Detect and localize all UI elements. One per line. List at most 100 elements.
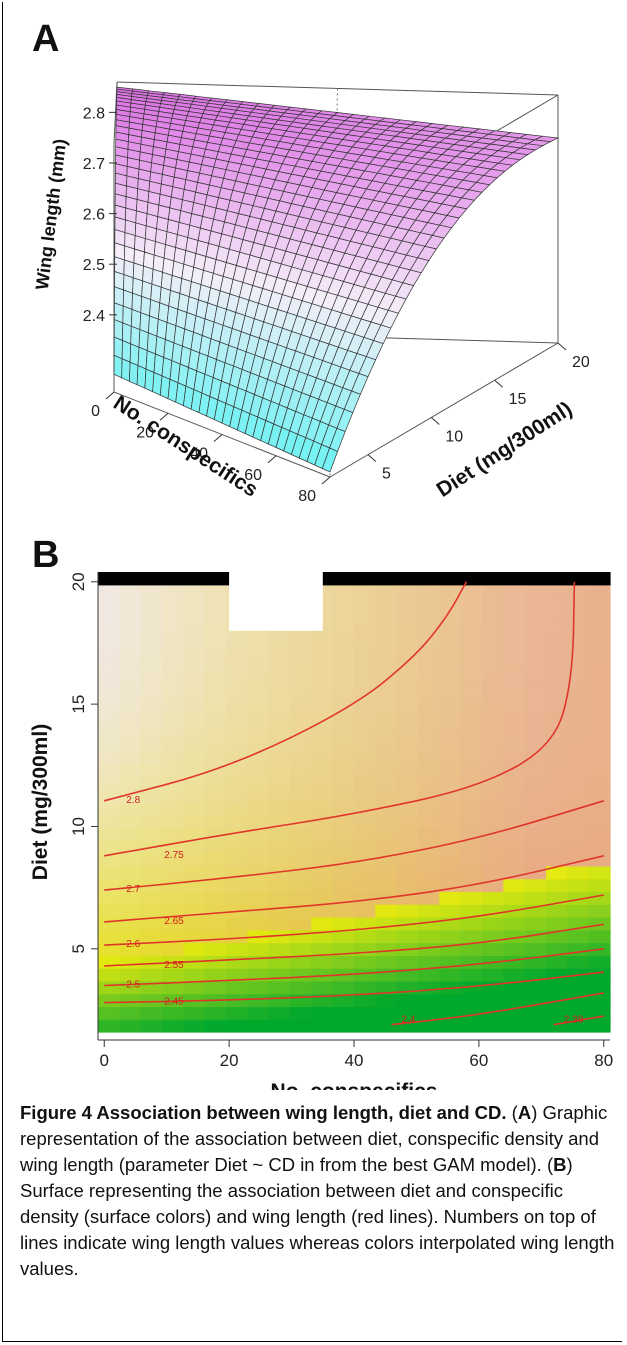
surface-mesh (113, 86, 560, 473)
field-cell (375, 865, 398, 880)
field-cell (503, 635, 526, 650)
field-cell (503, 853, 526, 867)
field-cell (119, 687, 142, 701)
x-tick-label: 0 (100, 1051, 109, 1070)
field-cell (418, 687, 440, 701)
field-cell (482, 750, 504, 765)
field-cell (162, 712, 184, 726)
field-cell (332, 687, 355, 701)
field-cell (439, 635, 462, 650)
field-cell (418, 865, 440, 880)
field-cell (290, 853, 312, 867)
field-cell (524, 802, 547, 816)
field-cell (311, 674, 334, 688)
field-cell (247, 980, 270, 995)
field-cell (290, 802, 312, 816)
field-cell (396, 725, 419, 739)
field-cell (268, 942, 291, 956)
field-cell (204, 865, 227, 880)
figure-caption: Figure 4 Association between wing length… (20, 1100, 616, 1282)
field-cell (204, 814, 227, 829)
field-cell (268, 904, 291, 918)
contour-label: 2.6 (126, 939, 140, 950)
field-cell (98, 763, 120, 778)
field-cell (311, 1006, 334, 1020)
field-cell (460, 623, 483, 637)
field-cell (418, 993, 440, 1008)
field-cell (460, 955, 483, 969)
field-cell (226, 1019, 248, 1033)
field-cell (268, 699, 291, 714)
field-cell (162, 853, 184, 867)
field-cell (332, 623, 355, 637)
field-cell (204, 789, 227, 803)
field-cell (162, 993, 184, 1008)
field-cell (503, 738, 526, 752)
field-cell (226, 725, 248, 739)
field-cell (354, 929, 376, 944)
field-cell (588, 674, 611, 688)
field-cell (311, 738, 334, 752)
field-cell (375, 917, 398, 931)
x-tick-label: 40 (345, 1051, 364, 1070)
field-cell (354, 776, 376, 790)
field-cell (524, 648, 547, 663)
field-cell (332, 674, 355, 688)
field-cell (332, 904, 355, 918)
field-cell (546, 623, 568, 637)
field-cell (140, 597, 163, 611)
field-cell (396, 917, 419, 931)
field-cell (396, 763, 419, 778)
field-cell (460, 572, 483, 586)
field-cell (460, 904, 483, 918)
field-cell (396, 955, 419, 969)
y-tick-label: 10 (69, 817, 88, 836)
field-cell (482, 980, 504, 995)
field-cell (162, 789, 184, 803)
field-cell (567, 776, 590, 790)
field-cell (332, 597, 355, 611)
field-cell (290, 980, 312, 995)
field-cell (546, 840, 568, 854)
field-cell (354, 584, 376, 599)
field-cell (418, 738, 440, 752)
field-cell (119, 648, 142, 663)
field-cell (290, 789, 312, 803)
field-cell (503, 648, 526, 663)
field-cell (396, 776, 419, 790)
field-cell (375, 968, 398, 982)
field-cell (204, 635, 227, 650)
field-cell (183, 750, 206, 765)
field-cell (546, 802, 568, 816)
field-cell (524, 699, 547, 714)
field-cell (354, 865, 376, 880)
field-cell (140, 584, 163, 599)
field-cell (140, 1019, 163, 1033)
field-cell (226, 661, 248, 675)
field-cell (588, 917, 611, 931)
field-cell (524, 789, 547, 803)
field-cell (226, 738, 248, 752)
field-cell (140, 738, 163, 752)
field-cell (460, 610, 483, 624)
field-cell (140, 674, 163, 688)
field-cell (119, 942, 142, 956)
field-cell (546, 980, 568, 995)
field-cell (439, 763, 462, 778)
field-cell (524, 929, 547, 944)
field-cell (460, 597, 483, 611)
field-cell (418, 968, 440, 982)
field-cell (588, 738, 611, 752)
caption-ref-b: B (553, 1154, 567, 1175)
field-cell (183, 814, 206, 829)
x-tick-mark (267, 455, 277, 464)
field-cell (460, 929, 483, 944)
caption-text-3: ) Surface representing the association b… (20, 1154, 615, 1279)
y-tick-mark (367, 454, 377, 463)
field-cell (375, 878, 398, 893)
field-cell (375, 840, 398, 854)
field-cell (290, 917, 312, 931)
field-cell (140, 712, 163, 726)
field-cell (162, 661, 184, 675)
field-cell (290, 827, 312, 841)
